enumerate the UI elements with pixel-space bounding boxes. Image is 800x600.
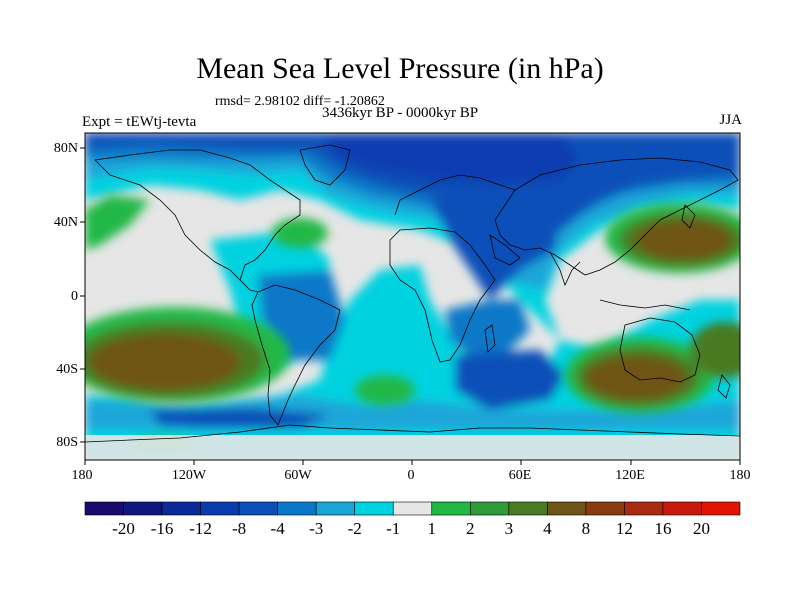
colorbar-swatch	[547, 501, 587, 516]
asian-low	[430, 195, 560, 300]
colorbar-swatch	[200, 501, 240, 516]
coast-australia	[619, 317, 701, 383]
coast-europe	[394, 174, 516, 216]
colorbar-level-label: -12	[189, 519, 212, 538]
colorbar-swatch	[238, 501, 278, 516]
lon-label-0: 0	[407, 468, 415, 483]
colorbar-swatch	[354, 501, 394, 516]
colorbar-swatch	[84, 501, 124, 516]
colorbar-swatch	[469, 501, 510, 516]
colorbar-level-label: -3	[309, 519, 324, 538]
period-subtitle: 3436kyr BP - 0000kyr BP	[321, 105, 479, 121]
colorbar-swatch	[161, 501, 201, 516]
colorbar-level-label: -20	[112, 519, 135, 538]
colorbar-swatch	[315, 501, 356, 516]
deep-blue-core	[320, 135, 580, 185]
colorbar-swatch	[392, 501, 433, 516]
south-pacific-high-core	[90, 334, 240, 390]
coast-arabia	[489, 234, 521, 266]
pressure-field	[85, 133, 740, 460]
colorbar-level-label: 3	[504, 519, 514, 538]
southern-belt-deep	[150, 408, 330, 428]
experiment-label: Expt = tEWtj-tevta	[82, 114, 197, 130]
coast-new-zealand	[717, 374, 731, 399]
coast-madagascar	[484, 324, 496, 353]
colorbar	[84, 501, 741, 516]
chart-title: Mean Sea Level Pressure (in hPa)	[196, 52, 604, 85]
lat-label-40n: 40N	[53, 215, 78, 230]
colorbar-swatch	[662, 501, 702, 516]
lon-label-180w: 180	[71, 468, 93, 483]
coastlines	[85, 144, 740, 443]
colorbar-level-label: 4	[543, 519, 552, 538]
colorbar-level-label: 8	[581, 519, 591, 538]
colorbar-level-label: -4	[270, 519, 285, 538]
colorbar-swatch	[431, 501, 471, 516]
colorbar-level-label: 12	[615, 519, 633, 538]
australia-high-core	[586, 356, 686, 400]
stats-text: rmsd= 2.98102 diff= -1.20862	[215, 94, 385, 109]
lon-ticks	[84, 460, 741, 465]
colorbar-level-label: -16	[150, 519, 174, 538]
lat-label-80s: 80S	[56, 435, 78, 450]
coast-north-america-west	[94, 159, 241, 281]
colorbar-swatch	[508, 501, 548, 516]
lon-label-180e: 180	[729, 468, 751, 483]
lon-label-120e: 120E	[615, 468, 645, 483]
coast-indonesia	[599, 299, 691, 311]
colorbar-swatch	[277, 501, 317, 516]
indian-ocean-low	[455, 350, 565, 410]
coast-japan	[681, 204, 696, 229]
colorbar-swatch	[585, 501, 625, 516]
colorbar-swatch	[624, 501, 664, 516]
colorbar-swatch	[701, 501, 741, 516]
colorbar-level-label: -1	[386, 519, 401, 538]
coast-india	[549, 251, 581, 287]
season-label: JJA	[719, 112, 742, 128]
antarctic-band	[85, 435, 740, 460]
lat-label-40s: 40S	[56, 362, 78, 377]
lon-label-120w: 120W	[171, 468, 207, 483]
lat-label-80n: 80N	[53, 141, 78, 156]
west-pacific-high-core	[636, 220, 732, 260]
colorbar-level-label: 16	[654, 519, 672, 538]
south-atlantic-high	[355, 375, 415, 405]
colorbar-level-label: 20	[692, 519, 710, 538]
coast-greenland	[299, 144, 351, 186]
lon-label-60w: 60W	[284, 468, 312, 483]
coast-south-america	[251, 284, 341, 426]
coast-north-america	[94, 149, 301, 293]
north-atlantic-high	[272, 218, 328, 248]
lon-label-60e: 60E	[508, 468, 532, 483]
lat-ticks	[80, 147, 85, 443]
colorbar-level-label: 1	[427, 519, 437, 538]
north-pacific-high	[85, 195, 150, 250]
africa-low	[445, 300, 530, 360]
colorbar-level-label: -8	[232, 519, 247, 538]
colorbar-level-label: 2	[466, 519, 475, 538]
lat-label-0: 0	[71, 289, 78, 304]
coast-antarctica	[85, 424, 740, 443]
coast-asia	[494, 157, 739, 276]
colorbar-level-label: -2	[347, 519, 362, 538]
colorbar-swatch	[123, 501, 163, 516]
tasman-high	[690, 322, 740, 378]
coast-africa	[389, 227, 496, 363]
